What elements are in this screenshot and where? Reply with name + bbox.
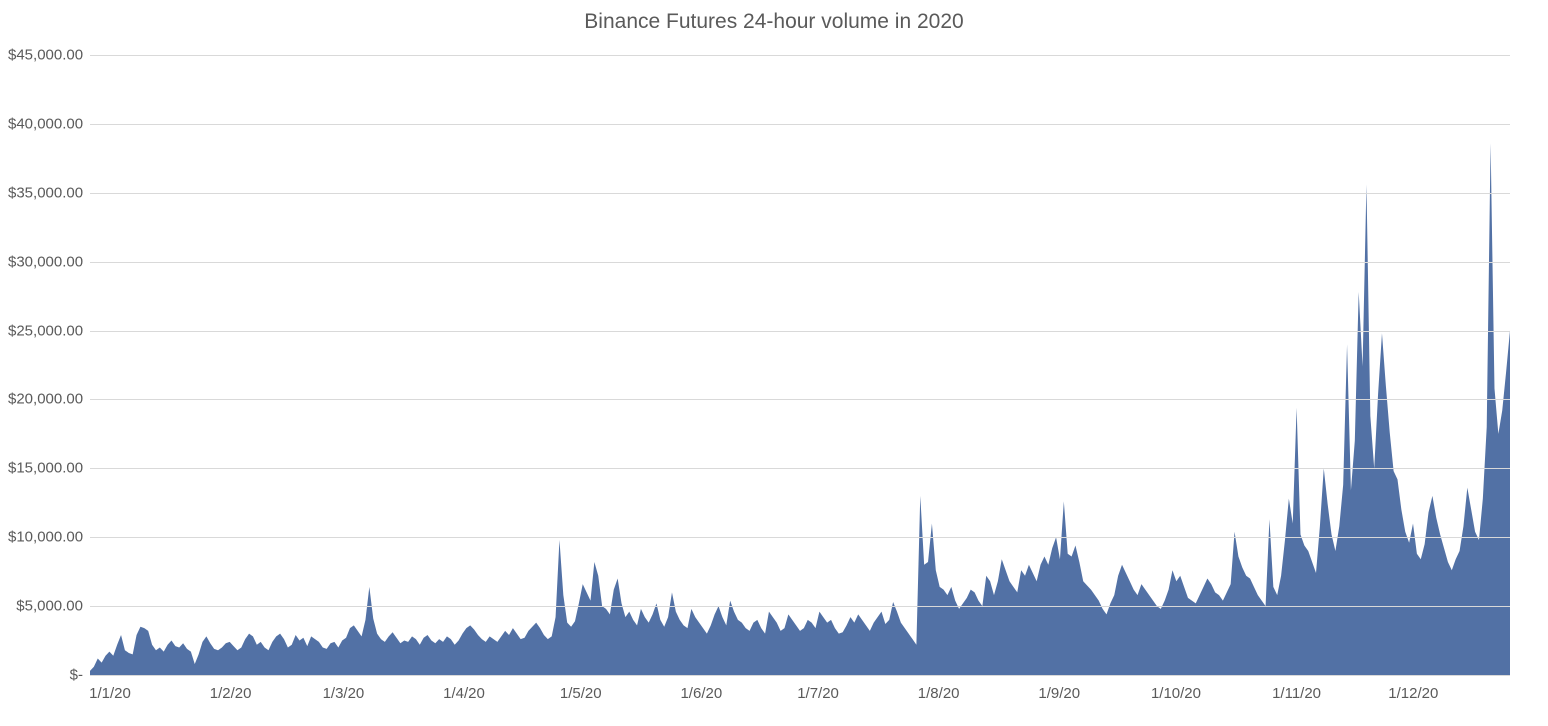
chart-title: Binance Futures 24-hour volume in 2020 [0,0,1548,34]
gridline [90,193,1510,194]
x-axis-label: 1/3/20 [323,685,365,702]
x-axis-label: 1/7/20 [797,685,839,702]
y-axis-label: $10,000.00 [8,529,83,546]
plot-area [90,55,1510,675]
gridline [90,124,1510,125]
gridline [90,331,1510,332]
gridline [90,606,1510,607]
gridline [90,55,1510,56]
y-axis-label: $20,000.00 [8,391,83,408]
x-axis-label: 1/11/20 [1272,685,1321,702]
y-axis-label: $5,000.00 [8,598,83,615]
x-axis-label: 1/4/20 [443,685,485,702]
x-axis-label: 1/6/20 [680,685,722,702]
gridline [90,262,1510,263]
x-axis-label: 1/8/20 [918,685,960,702]
x-axis-label: 1/10/20 [1151,685,1201,702]
y-axis-label: $- [8,667,83,684]
y-axis-label: $30,000.00 [8,253,83,270]
chart-container: Binance Futures 24-hour volume in 2020 $… [0,0,1548,726]
x-axis-label: 1/12/20 [1388,685,1438,702]
area-series [90,55,1510,675]
gridline [90,399,1510,400]
gridline [90,468,1510,469]
y-axis-label: $35,000.00 [8,184,83,201]
gridline [90,675,1510,676]
gridline [90,537,1510,538]
x-axis-label: 1/1/20 [89,685,131,702]
x-axis-label: 1/9/20 [1038,685,1080,702]
y-axis-label: $40,000.00 [8,115,83,132]
y-axis-label: $15,000.00 [8,460,83,477]
x-axis-label: 1/5/20 [560,685,602,702]
y-axis-label: $25,000.00 [8,322,83,339]
y-axis-label: $45,000.00 [8,47,83,64]
x-axis-label: 1/2/20 [210,685,252,702]
